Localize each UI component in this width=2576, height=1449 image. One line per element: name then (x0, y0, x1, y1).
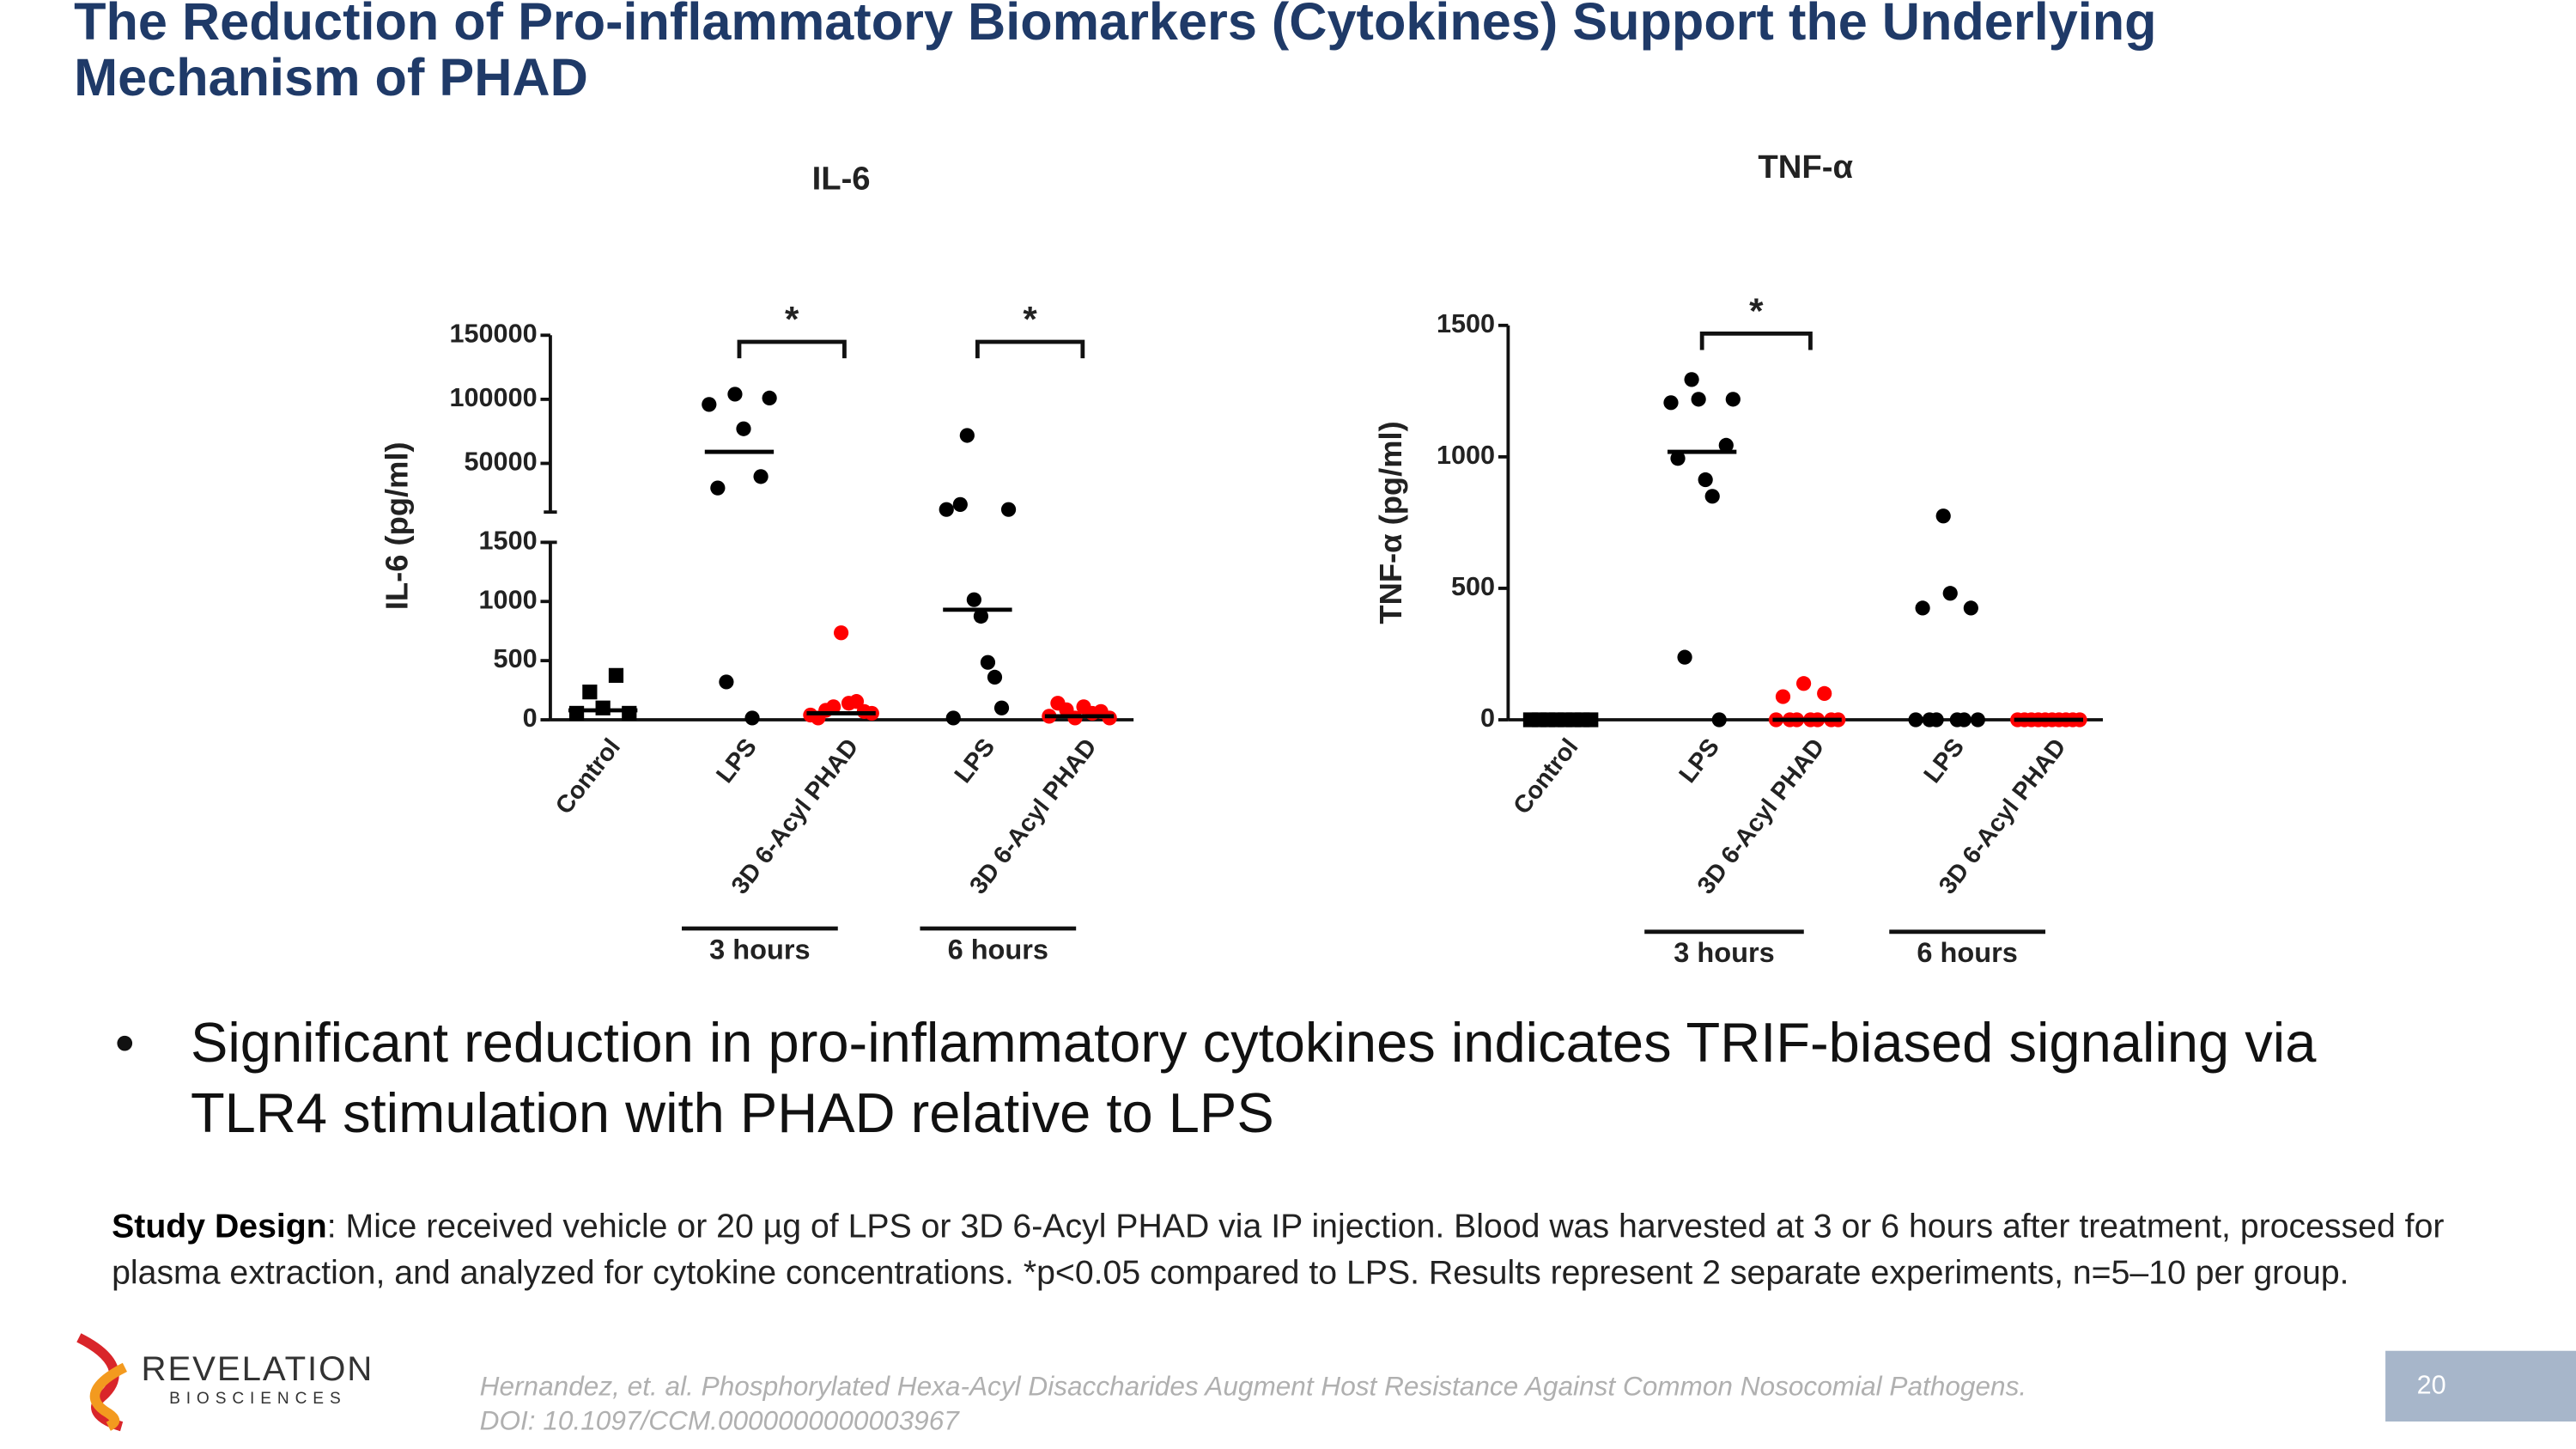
y-tick-label: 150000 (449, 319, 537, 348)
data-point (1718, 437, 1734, 454)
data-point (939, 502, 954, 517)
category-label: LPS (950, 734, 1001, 788)
data-point (582, 685, 598, 700)
data-point (1670, 451, 1686, 466)
data-point (1704, 489, 1720, 504)
data-point (595, 700, 611, 715)
page-number: 20 (2416, 1372, 2446, 1401)
significance-bracket (737, 339, 847, 359)
citation: Hernandez, et. al. Phosphorylated Hexa-A… (479, 1372, 2027, 1403)
data-point (959, 428, 975, 443)
data-point (702, 397, 717, 412)
category-label: LPS (1674, 734, 1725, 788)
data-point (1663, 395, 1679, 411)
significance-bracket (1699, 332, 1813, 350)
chart-title: TNF-α (1758, 149, 1853, 186)
significance-label: * (785, 299, 799, 339)
page-number-box (2385, 1350, 2576, 1422)
logo-swirl-orange (89, 1362, 128, 1431)
data-point (622, 705, 637, 721)
category-label: Control (550, 734, 626, 819)
y-tick-label: 1000 (1437, 441, 1495, 470)
data-point (727, 387, 743, 402)
bullet-text: Significant reduction in pro-inflammator… (190, 1012, 2317, 1146)
bullet-marker: • (114, 1012, 135, 1075)
time-group-label: 3 hours (709, 934, 810, 965)
y-tick-label: 50000 (465, 447, 538, 477)
data-point (1956, 712, 1971, 728)
y-tick-label: 0 (1480, 703, 1495, 733)
data-point (966, 592, 981, 607)
data-point (1691, 392, 1706, 407)
data-point (1711, 712, 1727, 728)
time-group-label: 6 hours (1917, 937, 2017, 968)
y-tick-label: 500 (494, 644, 538, 673)
data-point (1795, 676, 1812, 691)
data-point (993, 700, 1010, 715)
chart-title: IL-6 (812, 161, 871, 198)
data-point (1775, 689, 1791, 704)
data-point (826, 699, 841, 715)
data-point (1698, 472, 1713, 488)
data-point (744, 710, 760, 726)
y-axis-label: TNF-α (pg/ml) (1373, 421, 1408, 624)
significance-bracket (975, 339, 1085, 359)
data-point (719, 674, 734, 690)
study-design-label: Study Design (112, 1208, 327, 1246)
study-design-text: : Mice received vehicle or 20 µg of LPS … (112, 1208, 2445, 1291)
data-point (1908, 712, 1923, 728)
data-point (952, 496, 968, 512)
data-point (736, 421, 751, 436)
data-point (1725, 392, 1741, 407)
data-point (1684, 372, 1699, 387)
category-label: LPS (1918, 734, 1970, 788)
y-axis-label: IL-6 (pg/ml) (380, 441, 415, 610)
y-tick-label: 500 (1451, 572, 1495, 601)
logo-swirl-red (76, 1333, 124, 1432)
data-point (1963, 600, 1978, 616)
slide-title: The Reduction of Pro-inflammatory Biomar… (74, 0, 2157, 107)
category-label: LPS (711, 734, 762, 788)
data-point (973, 608, 989, 624)
significance-label: * (1749, 291, 1764, 332)
data-point (710, 480, 726, 496)
data-point (1970, 712, 1985, 728)
data-point (753, 469, 769, 484)
data-point (1817, 685, 1832, 702)
data-point (945, 710, 961, 726)
time-group-label: 3 hours (1674, 937, 1774, 968)
data-point (848, 694, 865, 709)
y-tick-label: 1500 (479, 526, 538, 555)
y-tick-label: 1000 (479, 585, 538, 614)
data-point (1677, 649, 1692, 665)
data-point (1000, 502, 1017, 517)
logo-subtitle: BIOSCIENCES (169, 1390, 347, 1409)
data-point (833, 625, 849, 641)
doi: DOI: 10.1097/CCM.0000000000003967 (479, 1406, 959, 1437)
category-label: Control (1508, 734, 1583, 819)
time-group-label: 6 hours (948, 934, 1048, 965)
data-point (1915, 600, 1930, 616)
significance-label: * (1023, 299, 1037, 339)
data-point (1929, 712, 1944, 728)
data-point (987, 669, 1003, 685)
data-point (762, 390, 777, 406)
data-point (980, 654, 996, 670)
y-tick-label: 100000 (449, 383, 537, 412)
data-point (568, 705, 585, 721)
y-tick-label: 0 (523, 703, 538, 733)
data-point (608, 667, 624, 683)
data-point (1935, 508, 1951, 524)
y-tick-label: 1500 (1437, 309, 1495, 338)
data-point (1942, 586, 1958, 601)
study-design: Study Design: Mice received vehicle or 2… (112, 1204, 2510, 1294)
logo-name: REVELATION (141, 1350, 374, 1389)
